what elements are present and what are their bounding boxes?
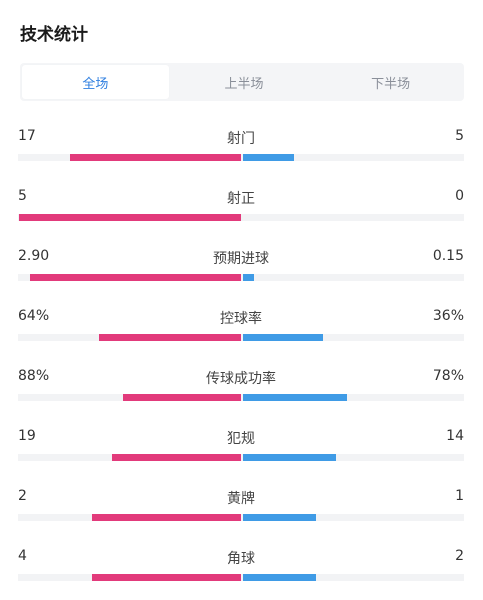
stat-label: 射正: [227, 191, 255, 207]
home-bar: [92, 574, 241, 581]
stat-label: 传球成功率: [206, 371, 276, 387]
stat-bar-track: [18, 154, 464, 161]
stat-bar-track: [18, 514, 464, 521]
away-bar: [243, 514, 316, 521]
stat-row: 5 射正 0: [18, 188, 464, 228]
home-bar: [19, 214, 241, 221]
stat-row: 64% 控球率 36%: [18, 308, 464, 348]
away-value: 0.15: [432, 248, 464, 264]
away-bar: [243, 574, 316, 581]
stat-bar-track: [18, 334, 464, 341]
home-bar: [70, 154, 241, 161]
away-value: 2: [455, 548, 464, 564]
tab-full-match[interactable]: 全场: [22, 65, 169, 99]
away-bar: [243, 274, 254, 281]
stat-bar-track: [18, 214, 464, 221]
away-value: 1: [455, 488, 464, 504]
stat-label: 控球率: [220, 311, 262, 327]
stat-bar-track: [18, 394, 464, 401]
home-bar: [99, 334, 241, 341]
stat-row: 17 射门 5: [18, 128, 464, 168]
home-value: 17: [18, 128, 36, 144]
period-tabs: 全场 上半场 下半场: [20, 63, 464, 101]
home-value: 64%: [18, 308, 50, 324]
home-bar: [112, 454, 241, 461]
stat-bar-track: [18, 574, 464, 581]
stat-row: 2.90 预期进球 0.15: [18, 248, 464, 288]
tab-second-half[interactable]: 下半场: [371, 76, 411, 92]
stat-row: 88% 传球成功率 78%: [18, 368, 464, 408]
away-bar: [243, 334, 323, 341]
away-value: 0: [455, 188, 464, 204]
stat-label: 黄牌: [227, 491, 255, 507]
stat-label: 角球: [227, 551, 255, 567]
stat-label: 犯规: [227, 431, 255, 447]
stat-label: 预期进球: [213, 251, 269, 267]
home-value: 88%: [18, 368, 50, 384]
away-bar: [243, 154, 294, 161]
away-value: 5: [455, 128, 464, 144]
home-bar: [30, 274, 241, 281]
stat-row: 4 角球 2: [18, 548, 464, 588]
away-value: 36%: [432, 308, 464, 324]
home-value: 4: [18, 548, 27, 564]
home-value: 5: [18, 188, 27, 204]
home-value: 2.90: [18, 248, 50, 264]
away-bar: [243, 394, 347, 401]
home-value: 2: [18, 488, 27, 504]
stat-row: 19 犯规 14: [18, 428, 464, 468]
away-value: 14: [446, 428, 464, 444]
stat-bar-track: [18, 274, 464, 281]
home-bar: [123, 394, 241, 401]
stat-label: 射门: [227, 131, 255, 147]
home-bar: [92, 514, 241, 521]
stat-row: 2 黄牌 1: [18, 488, 464, 528]
tab-first-half[interactable]: 上半场: [224, 76, 264, 92]
away-bar: [243, 454, 336, 461]
page-title: 技术统计: [20, 25, 88, 45]
away-value: 78%: [432, 368, 464, 384]
stat-bar-track: [18, 454, 464, 461]
home-value: 19: [18, 428, 36, 444]
